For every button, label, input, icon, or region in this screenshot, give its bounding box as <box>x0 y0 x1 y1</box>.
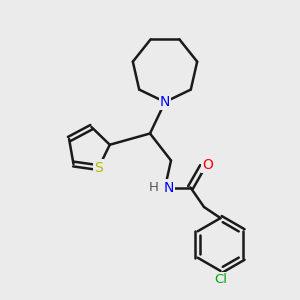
Text: S: S <box>94 160 103 175</box>
Text: N: N <box>164 181 174 194</box>
Text: H: H <box>149 181 158 194</box>
Text: O: O <box>202 158 213 172</box>
Text: N: N <box>160 95 170 109</box>
Text: Cl: Cl <box>214 273 227 286</box>
